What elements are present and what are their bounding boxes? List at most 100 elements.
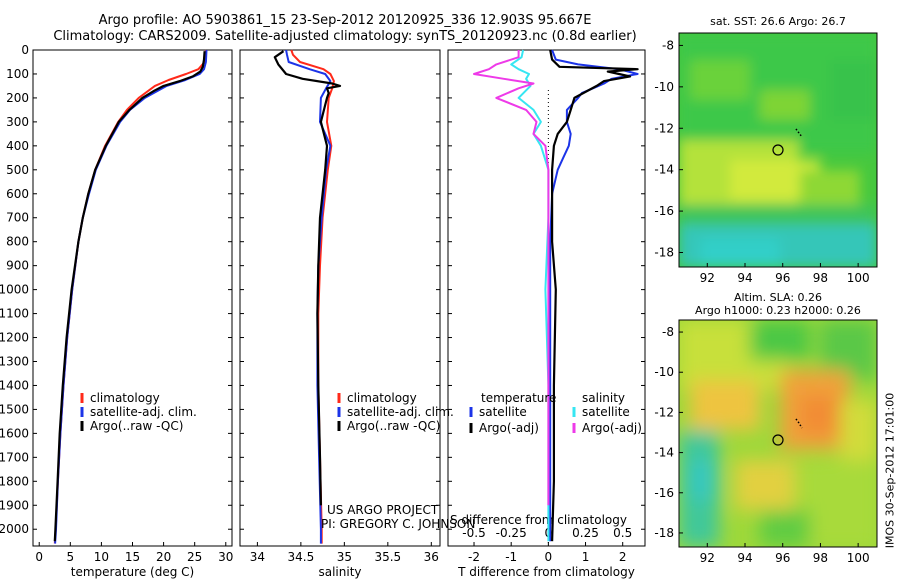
map-y-tick-label-sst-0: -8 [662, 38, 674, 52]
series-line-difference-0 [549, 49, 639, 542]
y-tick-label-8: 800 [6, 235, 29, 249]
map-x-tick-label-sst-2: 96 [775, 271, 790, 285]
legend-entry-salinity-2: Argo(..raw -QC) [347, 419, 440, 433]
legend-entry-temp-0: satellite [479, 405, 527, 419]
x2-tick-label-1: -0.25 [496, 526, 527, 540]
y-tick-label-19: 1900 [0, 498, 29, 512]
legend-entry-salinity-1: satellite-adj. clim. [347, 405, 454, 419]
x-tick-label-1-3: 35.5 [374, 550, 401, 564]
x-tick-label-0-5: 25 [187, 550, 202, 564]
x-axis-label-salinity: salinity [318, 565, 361, 579]
x-tick-label-0-3: 15 [125, 550, 140, 564]
y-tick-label-14: 1400 [0, 378, 29, 392]
series-line-temperature-0 [53, 49, 207, 544]
x-tick-label-0-1: 5 [66, 550, 74, 564]
map-subtitle-sla: Argo h1000: 0.23 h2000: 0.26 [695, 304, 861, 317]
map-title-sla: Altim. SLA: 0.26 [734, 291, 822, 304]
map-y-tick-label-sla-2: -12 [654, 405, 674, 419]
legend-entry-temperature-1: satellite-adj. clim. [90, 405, 197, 419]
map-x-tick-label-sst-1: 94 [737, 271, 752, 285]
series-line-salinity-0 [290, 49, 335, 544]
map-y-tick-label-sst-3: -14 [654, 163, 674, 177]
series-line-difference-3 [473, 50, 550, 506]
legend-entry-temperature-0: climatology [90, 391, 160, 405]
series-line-difference-1 [549, 49, 639, 542]
y-tick-label-1: 100 [6, 67, 29, 81]
map-x-tick-label-sla-2: 96 [775, 551, 790, 565]
map-y-tick-label-sla-3: -14 [654, 446, 674, 460]
map-x-tick-label-sla-0: 92 [700, 551, 715, 565]
x-tick-label-0-2: 10 [94, 550, 109, 564]
figure-title-line-2: Climatology: CARS2009. Satellite-adjuste… [53, 29, 637, 44]
map-y-tick-label-sla-0: -8 [662, 325, 674, 339]
y-tick-label-15: 1500 [0, 402, 29, 416]
x-tick-label-0-6: 30 [218, 550, 233, 564]
y-tick-label-20: 2000 [0, 522, 29, 536]
panel-temperature-frame [32, 49, 233, 547]
map-x-tick-label-sla-1: 94 [737, 551, 752, 565]
map-x-tick-label-sst-0: 92 [700, 271, 715, 285]
map-x-tick-label-sst-4: 100 [847, 271, 870, 285]
y-tick-label-0: 0 [21, 43, 29, 57]
y-tick-label-13: 1300 [0, 354, 29, 368]
sst-map [679, 33, 877, 267]
x-tick-label-1-4: 36 [424, 550, 439, 564]
y-tick-label-18: 1800 [0, 474, 29, 488]
y-tick-label-11: 1100 [0, 307, 29, 321]
x-tick-label-2-0: -2 [468, 550, 480, 564]
figure-title-line-1: Argo profile: AO 5903861_15 23-Sep-2012 … [98, 13, 592, 28]
y-tick-label-5: 500 [6, 163, 29, 177]
x2-tick-label-4: 0.5 [613, 526, 632, 540]
legend-header-salinity: salinity [582, 391, 625, 405]
x-tick-label-1-1: 34.5 [288, 550, 315, 564]
x-tick-label-2-1: -1 [505, 550, 517, 564]
sla-profile-marker [772, 434, 784, 446]
sst-map-frame [678, 32, 878, 268]
x-tick-label-0-4: 20 [156, 550, 171, 564]
panel-salinity-frame [239, 49, 441, 547]
y-tick-label-12: 1200 [0, 331, 29, 345]
x2-tick-label-0: -0.5 [462, 526, 485, 540]
x2-tick-label-3: 0.25 [572, 526, 599, 540]
map-title-sst: sat. SST: 26.6 Argo: 26.7 [710, 15, 846, 28]
x-tick-label-2-2: 0 [545, 550, 553, 564]
sla-map [679, 320, 877, 547]
map-y-tick-label-sla-5: -18 [654, 526, 674, 540]
map-y-tick-label-sst-1: -10 [654, 80, 674, 94]
x-tick-label-2-3: 1 [582, 550, 590, 564]
y-tick-label-7: 700 [6, 211, 29, 225]
legend-entry-sal-0: satellite [582, 405, 630, 419]
legend-header-temperature: temperature [481, 391, 556, 405]
project-label: US ARGO PROJECT [327, 503, 439, 517]
series-line-salinity-1 [285, 49, 332, 544]
map-y-tick-label-sst-2: -12 [654, 121, 674, 135]
y-tick-label-2: 200 [6, 91, 29, 105]
y-tick-label-4: 400 [6, 139, 29, 153]
y-tick-label-10: 1000 [0, 283, 29, 297]
legend-entry-salinity-0: climatology [347, 391, 417, 405]
x2-axis-label-difference: S difference from climatology [450, 513, 627, 527]
sst-float-track [795, 128, 803, 138]
x-tick-label-1-2: 35 [337, 550, 352, 564]
series-line-temperature-1 [54, 49, 208, 544]
map-x-tick-label-sst-3: 98 [813, 271, 828, 285]
sla-float-track [795, 418, 803, 429]
y-tick-label-6: 600 [6, 187, 29, 201]
legend-entry-temp-1: Argo(-adj) [479, 421, 539, 435]
x-axis-label-difference: T difference from climatology [457, 565, 635, 579]
map-y-tick-label-sla-1: -10 [654, 365, 674, 379]
map-y-tick-label-sst-5: -18 [654, 246, 674, 260]
x-tick-label-2-4: 2 [619, 550, 627, 564]
map-x-tick-label-sla-3: 98 [813, 551, 828, 565]
series-line-temperature-2 [53, 51, 206, 542]
map-x-tick-label-sla-4: 100 [847, 551, 870, 565]
side-timestamp-text: IMOS 30-Sep-2012 17:01:00 [883, 392, 897, 549]
legend-entry-sal-1: Argo(-adj) [582, 421, 642, 435]
y-tick-label-16: 1600 [0, 426, 29, 440]
y-tick-label-17: 1700 [0, 450, 29, 464]
map-y-tick-label-sst-4: -16 [654, 204, 674, 218]
x-axis-label-temperature: temperature (deg C) [71, 565, 194, 579]
panel-difference-frame [447, 49, 646, 547]
pi-label: PI: GREGORY C. JOHNSON [321, 517, 475, 531]
